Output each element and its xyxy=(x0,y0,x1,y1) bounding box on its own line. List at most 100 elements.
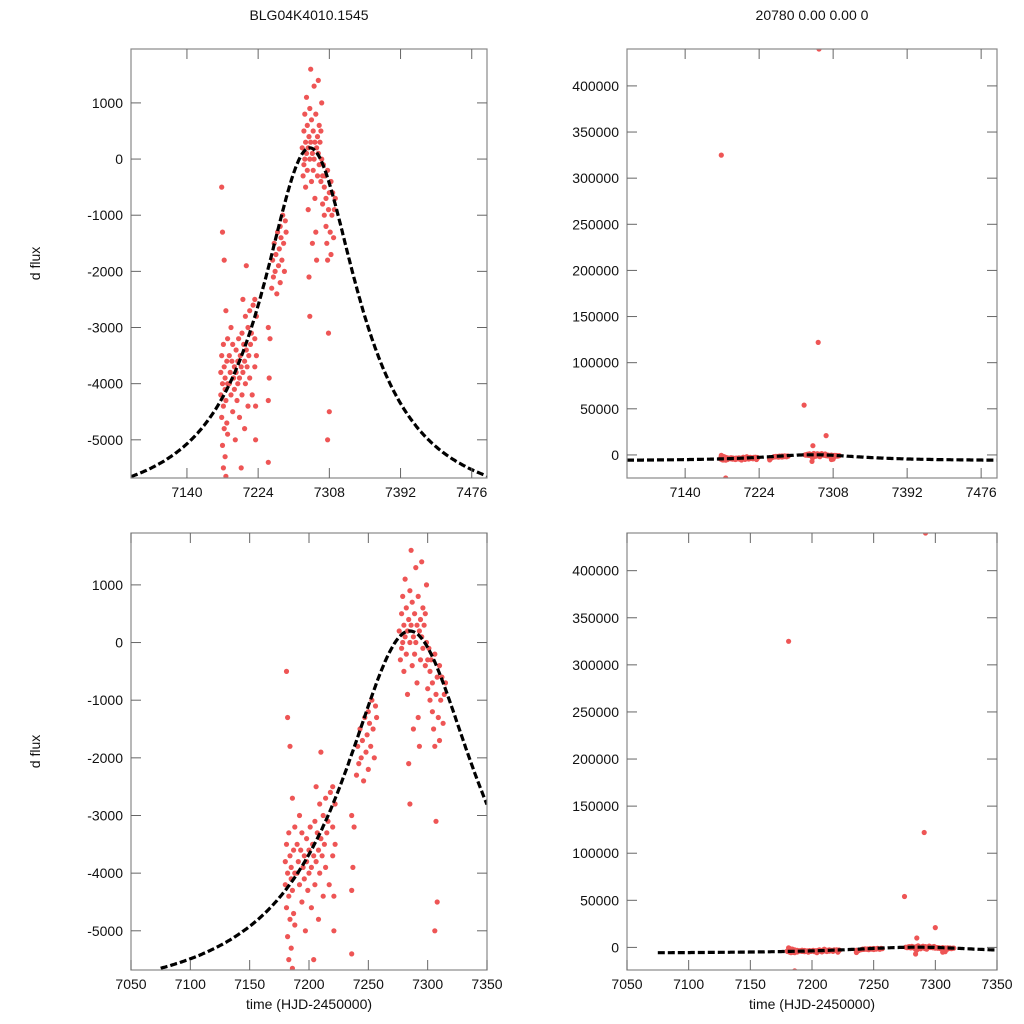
y-tick-label: 150000 xyxy=(572,309,619,325)
data-point xyxy=(302,156,308,162)
data-point xyxy=(242,358,248,364)
data-point xyxy=(247,375,253,381)
data-point xyxy=(332,841,338,847)
data-point xyxy=(233,347,239,353)
data-point xyxy=(273,251,279,258)
data-point xyxy=(402,576,408,582)
y-tick-label: 50000 xyxy=(580,892,619,908)
data-point xyxy=(428,657,434,663)
data-point xyxy=(331,235,337,241)
data-point xyxy=(786,638,792,644)
data-point xyxy=(236,375,243,381)
data-point xyxy=(438,697,444,703)
x-tick-label: 7100 xyxy=(673,976,704,992)
data-point xyxy=(308,117,315,123)
data-point xyxy=(723,475,729,478)
data-point xyxy=(429,709,435,715)
data-point xyxy=(281,240,287,246)
data-point xyxy=(306,134,312,140)
data-point xyxy=(245,324,251,331)
data-point xyxy=(370,726,376,732)
data-point xyxy=(221,364,227,370)
y-tick-label: 300000 xyxy=(572,657,619,673)
data-point xyxy=(227,369,233,375)
data-point xyxy=(292,824,298,830)
data-point xyxy=(420,645,426,651)
data-point xyxy=(402,634,408,640)
data-point xyxy=(299,830,305,836)
panel-top-left: 7140 7224 7308 7392 7476 1000 0 -1000 -2000 -3000… xyxy=(27,48,488,500)
data-point xyxy=(285,934,291,940)
data-point xyxy=(283,229,289,235)
data-point xyxy=(279,257,285,263)
data-point xyxy=(282,859,288,865)
data-point xyxy=(922,533,929,536)
data-point xyxy=(220,341,226,347)
data-point xyxy=(330,824,336,830)
data-point xyxy=(311,156,317,162)
data-point xyxy=(295,859,301,865)
data-point xyxy=(303,139,309,145)
data-point xyxy=(296,812,303,819)
x-tick-label: 7350 xyxy=(981,976,1012,992)
y-tick-label: -5000 xyxy=(87,432,123,448)
data-point xyxy=(242,381,248,387)
data-point xyxy=(320,812,326,819)
x-tick-label: 7350 xyxy=(471,976,502,992)
data-point xyxy=(412,651,418,657)
data-point xyxy=(289,887,295,894)
y-tick-label: -3000 xyxy=(87,320,123,336)
data-point xyxy=(253,403,259,409)
data-point xyxy=(306,870,312,876)
data-point xyxy=(422,611,428,617)
data-point xyxy=(413,565,419,571)
data-point xyxy=(222,454,228,460)
data-point xyxy=(327,789,333,796)
data-point xyxy=(317,870,323,876)
data-point xyxy=(403,651,409,657)
data-points xyxy=(218,66,338,478)
y-tick-label: 100000 xyxy=(572,355,619,371)
data-point xyxy=(291,910,297,917)
x-tick-label: 7308 xyxy=(818,484,849,500)
data-point xyxy=(307,313,313,319)
x-tick-label: 7150 xyxy=(234,976,265,992)
y-tick-label: -2000 xyxy=(87,750,123,766)
data-point xyxy=(315,847,322,853)
data-point xyxy=(404,691,411,698)
data-point xyxy=(397,657,403,663)
data-point xyxy=(265,459,271,465)
data-point xyxy=(238,364,244,370)
data-point xyxy=(359,737,365,744)
y-tick-label: 100000 xyxy=(572,845,619,861)
data-point xyxy=(407,801,413,807)
data-point xyxy=(316,162,322,168)
data-point xyxy=(308,66,314,72)
data-point xyxy=(252,364,258,370)
data-point xyxy=(310,128,316,134)
data-point xyxy=(412,611,418,617)
data-point xyxy=(219,414,225,420)
data-point xyxy=(313,784,319,790)
data-point xyxy=(417,657,424,663)
data-point xyxy=(312,882,318,888)
x-tick-label: 7050 xyxy=(611,976,642,992)
data-point xyxy=(288,945,294,951)
data-point xyxy=(323,864,329,871)
y-tick-label: -5000 xyxy=(87,923,123,939)
data-point xyxy=(285,870,291,876)
data-point xyxy=(372,703,379,709)
data-point xyxy=(301,128,307,134)
plot-frame xyxy=(130,532,488,971)
data-point xyxy=(220,465,226,471)
data-point xyxy=(253,353,259,359)
data-point xyxy=(319,100,325,106)
x-tick-label: 7250 xyxy=(858,976,889,992)
data-point xyxy=(423,582,430,588)
x-tick-label: 7392 xyxy=(892,484,923,500)
data-point xyxy=(299,899,305,905)
x-axis-title: time (HJD-2450000) xyxy=(246,996,372,1012)
data-point xyxy=(220,403,226,409)
data-point xyxy=(432,928,438,934)
